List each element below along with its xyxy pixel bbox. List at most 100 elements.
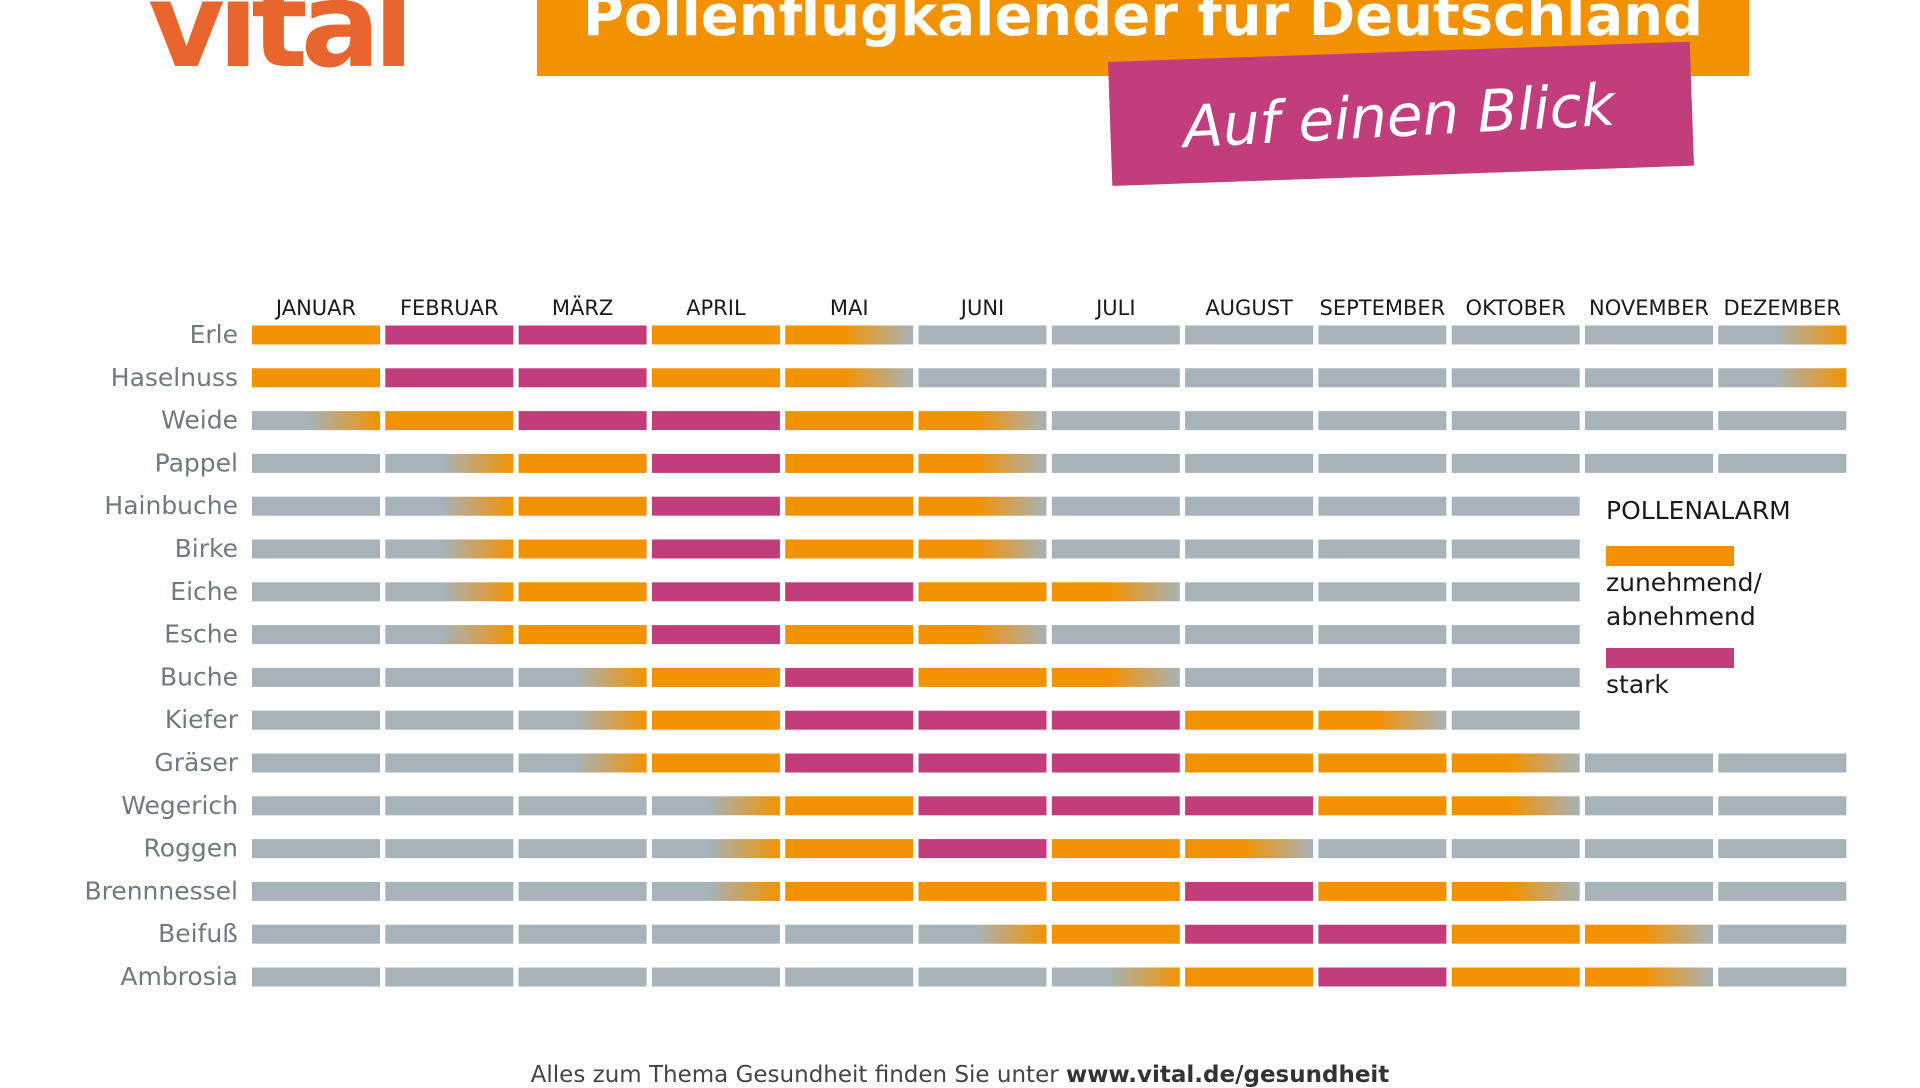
calendar-cell (1451, 582, 1580, 602)
calendar-cell (785, 625, 914, 645)
month-label-6: JUNI (959, 296, 1004, 320)
calendar-cell (918, 667, 1047, 687)
calendar-cell (518, 753, 647, 773)
calendar-cell (1718, 368, 1847, 388)
calendar-cell (1718, 753, 1847, 773)
calendar-cell (918, 881, 1047, 901)
month-label-12: DEZEMBER (1724, 296, 1841, 320)
vital-logo: vital (148, 0, 414, 94)
calendar-cell (1051, 582, 1180, 602)
plant-label: Beifuß (158, 919, 238, 948)
calendar-cell (1051, 496, 1180, 516)
calendar-cell (518, 411, 647, 431)
calendar-cell (518, 582, 647, 602)
plant-label: Buche (160, 662, 238, 691)
calendar-cell (1585, 411, 1713, 431)
month-label-4: APRIL (686, 296, 746, 320)
calendar-cell (385, 839, 514, 859)
calendar-cell (1585, 325, 1713, 345)
calendar-cell (651, 710, 780, 730)
calendar-cell (918, 710, 1047, 730)
calendar-cell (252, 924, 380, 944)
plant-label: Eiche (170, 577, 238, 606)
calendar-cell (1451, 967, 1580, 987)
calendar-cell (1185, 796, 1314, 816)
calendar-cell (651, 839, 780, 859)
calendar-cell (651, 796, 780, 816)
calendar-cell (1318, 625, 1447, 645)
calendar-cell (1185, 325, 1314, 345)
calendar-cell (252, 796, 380, 816)
calendar-cell (385, 325, 514, 345)
calendar-cell (518, 453, 647, 473)
calendar-cell (252, 539, 380, 559)
calendar-cell (385, 881, 514, 901)
calendar-cell (918, 582, 1047, 602)
plant-axis: Erle Haselnuss Weide Pappel Hainbuche Birke Ei… (84, 320, 238, 991)
calendar-cell (1185, 839, 1314, 859)
calendar-cell (1051, 839, 1180, 859)
calendar-cell (918, 796, 1047, 816)
month-label-9: SEPTEMBER (1320, 296, 1446, 320)
calendar-cell (1718, 453, 1847, 473)
calendar-cell (1585, 881, 1713, 901)
calendar-cell (385, 796, 514, 816)
calendar-cell (518, 967, 647, 987)
calendar-cell (518, 839, 647, 859)
calendar-cell (518, 796, 647, 816)
calendar-cell (252, 710, 380, 730)
calendar-cell (252, 667, 380, 687)
calendar-cell (651, 967, 780, 987)
calendar-cell (918, 625, 1047, 645)
calendar-cell (785, 539, 914, 559)
calendar-cell (518, 710, 647, 730)
calendar-cell (385, 924, 514, 944)
calendar-cell (252, 453, 380, 473)
calendar-cell (1185, 667, 1314, 687)
legend-title: POLLENALARM (1606, 496, 1791, 525)
calendar-cell (252, 325, 380, 345)
footer-link[interactable]: www.vital.de/gesundheit (1066, 1062, 1390, 1088)
calendar-cell (385, 967, 514, 987)
calendar-cell (1051, 539, 1180, 559)
calendar-cell (918, 753, 1047, 773)
plant-label: Weide (161, 406, 238, 435)
calendar-cell (252, 839, 380, 859)
calendar-cell (1451, 710, 1580, 730)
plant-label: Ambrosia (120, 962, 238, 991)
calendar-cell (1585, 839, 1713, 859)
month-label-2: FEBRUAR (400, 296, 499, 320)
calendar-cell (651, 924, 780, 944)
calendar-cell (1585, 796, 1713, 816)
calendar-cell (918, 839, 1047, 859)
plant-label: Kiefer (165, 705, 239, 734)
calendar-cell (785, 881, 914, 901)
calendar-cell (1451, 368, 1580, 388)
calendar-cell (1318, 539, 1447, 559)
calendar-cell (1185, 625, 1314, 645)
calendar-cell (785, 496, 914, 516)
calendar-cell (1185, 924, 1314, 944)
page-title: Pollenflugkalender für Deutschland (582, 0, 1704, 49)
month-label-7: JULI (1094, 296, 1135, 320)
plant-label: Pappel (155, 448, 238, 477)
calendar-cell (252, 881, 380, 901)
calendar-cell (651, 667, 780, 687)
calendar-cell (1451, 453, 1580, 473)
calendar-cell (1451, 325, 1580, 345)
calendar-cell (1718, 924, 1847, 944)
calendar-cell (918, 924, 1047, 944)
calendar-cell (1451, 924, 1580, 944)
calendar-cell (785, 710, 914, 730)
calendar-cell (518, 667, 647, 687)
calendar-cell (918, 325, 1047, 345)
calendar-cell (1051, 753, 1180, 773)
calendar-cell (1585, 368, 1713, 388)
calendar-cell (1185, 368, 1314, 388)
calendar-cell (651, 496, 780, 516)
calendar-cell (385, 667, 514, 687)
calendar-cell (651, 881, 780, 901)
calendar-cell (385, 368, 514, 388)
calendar-cell (785, 325, 914, 345)
calendar-cell (918, 368, 1047, 388)
